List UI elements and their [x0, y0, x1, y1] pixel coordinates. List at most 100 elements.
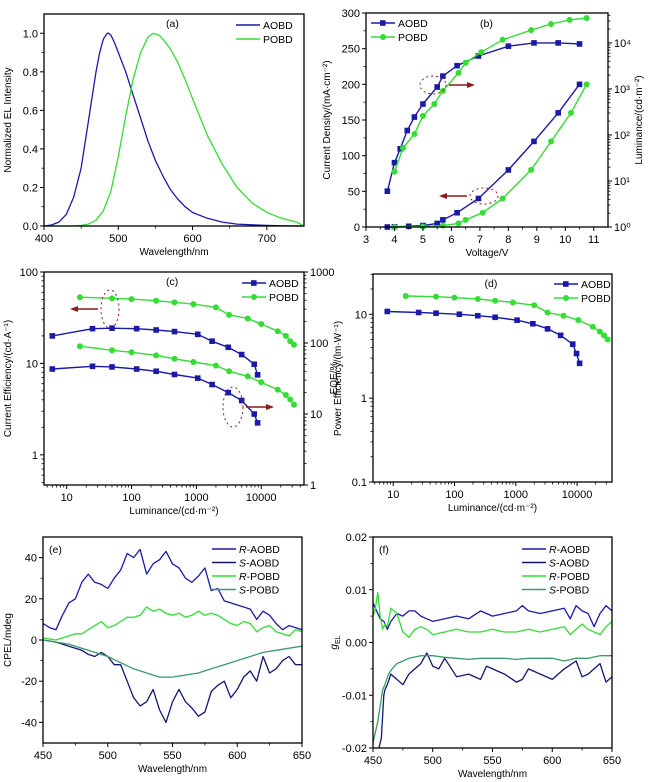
series-line-pobd-luminance [393, 17, 587, 172]
data-point-pobd [439, 222, 446, 229]
data-point-pobd [400, 145, 407, 152]
x-tick-label: 10 [387, 489, 399, 501]
y-tick-label: 250 [342, 44, 360, 56]
y-tick-label: 10 [355, 309, 367, 321]
x-tick-label: 550 [483, 755, 501, 767]
data-point-aobd [557, 332, 564, 339]
data-point-aobd [531, 138, 537, 145]
data-point-aobd [514, 317, 520, 323]
data-point-pobd [544, 309, 551, 316]
legend-label-prefix: S [239, 585, 246, 597]
data-point-pobd [451, 294, 458, 301]
y-tick-label: 0.01 [346, 585, 367, 597]
x-tick-label: 9 [534, 234, 540, 246]
data-point-aobd [49, 366, 56, 372]
data-point-pobd [492, 297, 499, 304]
legend-label-suffix: -POBD [247, 571, 281, 583]
data-point-aobd [384, 308, 391, 315]
data-point-pobd [128, 296, 135, 303]
y2-axis-label: Luminance/(cd·m⁻²) [634, 75, 645, 164]
y-tick-label: 100 [20, 267, 38, 279]
y2-axis-label: Power Efficiency/(lm·W⁻¹) [333, 321, 344, 436]
y-axis-label: EQE/% [329, 362, 340, 395]
data-point-pobd [244, 315, 251, 322]
data-point-aobd [433, 310, 439, 316]
series-line-aobd [44, 32, 304, 227]
data-point-pobd [258, 320, 265, 327]
y2-tick-label: 10¹ [614, 176, 630, 188]
data-point-pobd [226, 311, 233, 318]
series-line-r-pobd [373, 591, 612, 638]
legend-swatch-marker [251, 294, 257, 300]
data-point-aobd [225, 389, 232, 396]
data-point-pobd [583, 15, 590, 22]
y-axis-label: CPEL/mdeg [3, 613, 14, 667]
data-point-pobd [474, 296, 481, 303]
data-point-aobd [411, 114, 418, 120]
data-point-aobd [404, 127, 411, 134]
x-tick-label: 6 [448, 234, 454, 246]
legend-label-suffix: -POBD [557, 571, 591, 583]
data-point-pobd [282, 392, 289, 399]
data-point-pobd [419, 112, 426, 119]
x-tick-label: 3 [363, 234, 369, 246]
panel-label: (d) [485, 278, 498, 290]
data-point-aobd [209, 381, 215, 388]
legend-label: POBD [263, 34, 293, 46]
data-point-aobd [492, 314, 498, 321]
data-point-aobd [434, 84, 440, 90]
dashed-ellipse [100, 289, 120, 329]
data-point-aobd [420, 101, 426, 107]
data-point-aobd [209, 338, 215, 344]
series-line-r-aobd [43, 548, 302, 631]
y-tick-label: 20 [25, 594, 37, 606]
data-point-pobd [226, 368, 233, 375]
legend-item-pobd: POBD [236, 34, 293, 46]
data-point-pobd [462, 216, 469, 223]
arrow-left-icon [70, 306, 78, 312]
data-point-pobd [287, 396, 294, 403]
chart-panel-a: 400 500 600 700 0.0 0.2 0.4 0.6 0.8 1.0 Wavelength… [3, 13, 305, 258]
data-point-pobd [478, 49, 485, 56]
series-line-r-aobd [373, 602, 612, 630]
data-point-pobd [567, 109, 574, 116]
dashed-ellipse [469, 187, 499, 205]
data-point-pobd [548, 21, 555, 28]
data-point-aobd [456, 311, 463, 318]
data-point-pobd [171, 299, 178, 306]
x-tick-label: 100 [122, 492, 140, 504]
dashed-ellipse [419, 75, 447, 95]
y2-tick-label: 1 [310, 480, 316, 492]
data-point-pobd [153, 352, 160, 359]
y2-tick-label: 10² [614, 130, 630, 142]
data-point-aobd [573, 350, 580, 357]
legend-swatch-marker [251, 280, 257, 286]
y-tick-label: 0.0 [23, 221, 38, 233]
y-tick-label: 10 [26, 358, 38, 370]
data-point-aobd [531, 40, 537, 46]
legend-label-prefix: R [239, 571, 247, 583]
series-line-s-aobd [43, 639, 302, 724]
y-tick-label: 0 [354, 222, 360, 234]
data-point-aobd [238, 397, 245, 404]
legend-label-prefix: S [549, 558, 556, 570]
data-point-pobd [509, 299, 516, 306]
data-point-pobd [128, 349, 135, 356]
panel-label: (f) [379, 544, 389, 556]
data-point-aobd [133, 366, 140, 372]
legend-item-r-aobd: R-AOBD [522, 544, 590, 556]
data-point-pobd [499, 195, 506, 202]
x-tick-label: 1000 [184, 492, 208, 504]
legend-item-aobd: AOBD [242, 278, 299, 290]
data-point-pobd [433, 293, 440, 300]
x-tick-label: 700 [258, 233, 276, 245]
x-tick-label: 600 [543, 755, 561, 767]
legend-item-s-aobd: S-AOBD [212, 558, 280, 570]
y-tick-label: 50 [348, 186, 360, 198]
x-tick-label: 11 [588, 234, 599, 246]
chart-panel-b: 3 4 5 6 7 8 9 10 11 0 50 100 150 200 250 300 10⁰ 10¹ 10² 10… [322, 8, 645, 259]
legend-item-r-aobd: R-AOBD [212, 544, 280, 556]
legend-label-prefix: S [549, 585, 556, 597]
data-point-pobd [583, 81, 590, 88]
arrow-left-icon [439, 193, 447, 199]
